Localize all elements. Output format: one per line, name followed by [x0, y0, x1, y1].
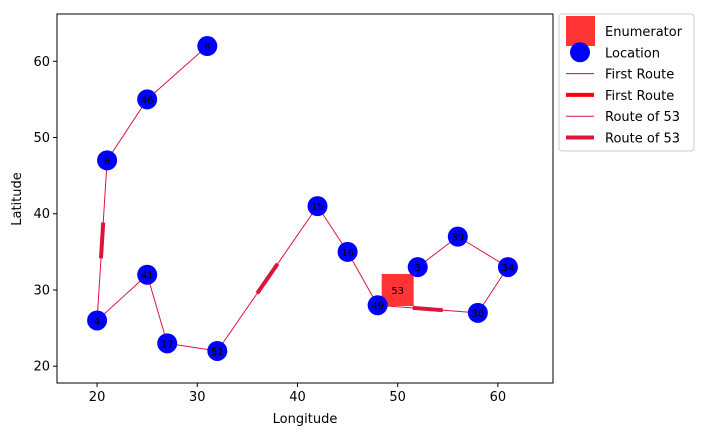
x-tick-label: 40: [289, 390, 306, 405]
legend-label: Enumerator: [605, 25, 683, 40]
location-label: 41: [141, 271, 154, 282]
legend-label: First Route: [605, 89, 674, 104]
location-marker: [97, 150, 118, 171]
x-axis-label: Longitude: [273, 412, 338, 427]
location-label: 39: [451, 233, 464, 244]
y-tick-label: 30: [33, 283, 50, 298]
location-marker: [87, 310, 108, 331]
location-label: 4: [94, 316, 100, 327]
location-marker: [137, 89, 158, 110]
y-tick-label: 60: [33, 55, 50, 70]
location-label: 34: [502, 263, 515, 274]
location-marker: [207, 340, 228, 361]
location-label: 3: [415, 263, 421, 274]
y-axis: 20 30 40 50 60: [33, 55, 57, 375]
y-tick-label: 50: [33, 131, 50, 146]
location-marker: [407, 257, 428, 278]
location-marker: [497, 257, 518, 278]
location-marker: [137, 264, 158, 285]
marker-layer: 53 8 46 6 4 41 17 51 15 16 49 3 39 34 30: [87, 36, 518, 361]
route-layer: [96, 45, 509, 352]
x-tick-label: 60: [490, 390, 507, 405]
location-marker: [157, 333, 178, 354]
route-segment: [145, 274, 168, 344]
location-label: 30: [471, 309, 484, 320]
route-segment: [106, 98, 148, 161]
location-label: 46: [141, 95, 154, 106]
enumerator-label: 53: [391, 286, 404, 297]
location-label: 6: [104, 156, 110, 167]
x-tick-label: 50: [389, 390, 406, 405]
x-tick-label: 20: [89, 390, 106, 405]
y-tick-label: 40: [33, 207, 50, 222]
y-axis-label: Latitude: [10, 172, 25, 226]
plot-area: [56, 13, 554, 384]
route-segment: [146, 45, 208, 100]
route-segment: [347, 251, 379, 306]
legend-enumerator-swatch: [566, 16, 595, 46]
location-label: 15: [311, 202, 324, 213]
route-segment-highlight: [412, 305, 443, 313]
enumerator-marker: [381, 273, 414, 306]
x-tick-label: 30: [189, 390, 206, 405]
legend-frame: [558, 13, 695, 152]
location-label: 49: [371, 301, 384, 312]
location-marker: [467, 302, 488, 323]
location-label: 16: [341, 248, 354, 259]
legend-label: Location: [605, 46, 660, 61]
location-marker: [447, 226, 468, 247]
legend-label: Route of 53: [605, 132, 680, 147]
location-label: 17: [161, 339, 174, 350]
route-segment: [96, 274, 148, 321]
y-tick-label: 20: [33, 360, 50, 375]
x-axis: 20 30 40 50 60: [89, 383, 506, 405]
route-segment-highlight: [255, 262, 280, 295]
location-marker: [307, 196, 328, 217]
legend-location-swatch: [570, 42, 590, 63]
location-label: 8: [204, 42, 210, 53]
location-marker: [367, 295, 388, 316]
legend: Enumerator Location First Route First Route…: [558, 13, 695, 152]
location-marker: [337, 241, 358, 262]
location-marker: [197, 36, 218, 57]
legend-label: First Route: [605, 68, 674, 83]
route-segment-highlight: [98, 222, 106, 259]
legend-label: Route of 53: [605, 110, 680, 125]
location-label: 51: [211, 347, 224, 358]
